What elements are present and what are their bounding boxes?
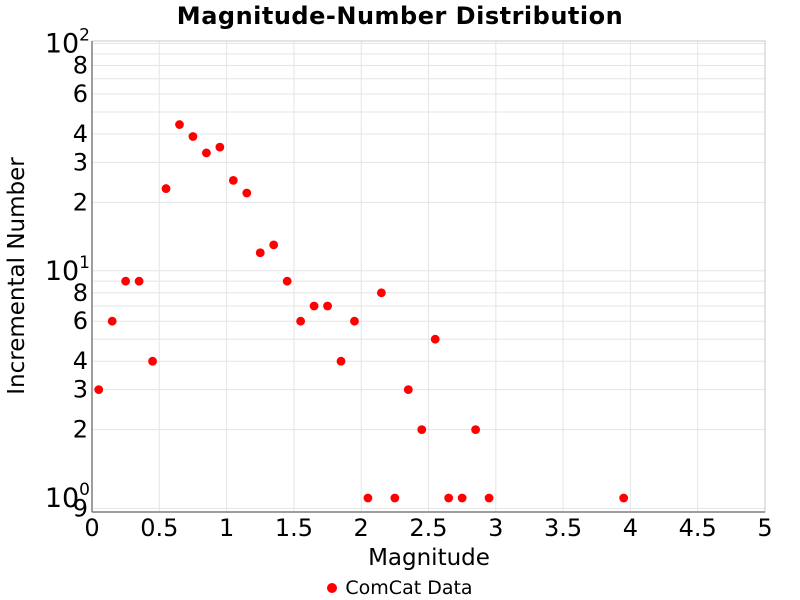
data-point[interactable]: [457, 493, 467, 503]
data-point[interactable]: [444, 493, 454, 503]
data-point[interactable]: [619, 493, 629, 503]
y-tick-label: 6: [73, 80, 88, 108]
x-tick-label: 0: [84, 514, 99, 542]
data-point[interactable]: [94, 385, 104, 395]
y-tick-label: 2: [73, 188, 88, 216]
legend-marker-icon: [327, 583, 338, 593]
y-tick-label: 3: [73, 148, 88, 176]
chart-title: Magnitude-Number Distribution: [176, 2, 624, 30]
data-point[interactable]: [376, 288, 386, 298]
data-point[interactable]: [228, 175, 238, 185]
data-point[interactable]: [309, 301, 319, 311]
data-point[interactable]: [161, 184, 171, 193]
data-point[interactable]: [282, 276, 292, 286]
y-tick-label: 8: [73, 52, 88, 80]
x-tick-label: 2: [354, 514, 369, 542]
data-point[interactable]: [390, 493, 400, 503]
x-tick-label: 0.5: [140, 514, 178, 542]
legend-item-label[interactable]: ComCat Data: [345, 577, 473, 599]
x-tick-label: 2.5: [409, 514, 447, 542]
data-point[interactable]: [202, 148, 211, 158]
x-tick-label: 1.5: [275, 514, 313, 542]
y-tick-label: 8: [73, 279, 88, 307]
data-point[interactable]: [363, 493, 373, 503]
y-major-tick-label: 101: [45, 253, 90, 287]
data-point[interactable]: [107, 316, 117, 326]
data-point[interactable]: [242, 188, 252, 198]
data-point[interactable]: [255, 248, 265, 258]
x-tick-label: 5: [757, 514, 772, 542]
y-tick-label: 2: [73, 416, 88, 444]
data-point[interactable]: [121, 276, 131, 286]
data-point[interactable]: [403, 385, 413, 395]
x-tick-label: 3: [488, 514, 503, 542]
data-point[interactable]: [417, 425, 427, 435]
data-point[interactable]: [134, 276, 144, 286]
y-tick-label: 6: [73, 307, 88, 335]
data-point[interactable]: [484, 493, 494, 503]
data-point[interactable]: [269, 240, 279, 250]
x-tick-label: 4.5: [679, 514, 717, 542]
data-point[interactable]: [430, 334, 440, 344]
legend: ComCat Data: [0, 577, 800, 599]
y-major-tick-label: 100: [45, 480, 90, 514]
y-axis-title: Incremental Number: [4, 157, 30, 395]
data-point[interactable]: [175, 120, 184, 129]
data-point[interactable]: [323, 301, 332, 311]
y-tick-label: 9: [73, 494, 88, 522]
y-tick-label: 3: [73, 376, 88, 404]
data-point[interactable]: [350, 316, 359, 326]
data-point[interactable]: [215, 142, 225, 152]
y-tick-label: 4: [73, 120, 88, 148]
x-tick-label: 3.5: [544, 514, 582, 542]
y-major-tick-label: 102: [45, 26, 90, 60]
data-point[interactable]: [336, 356, 346, 366]
x-tick-label: 1: [219, 514, 234, 542]
data-point[interactable]: [296, 316, 306, 326]
x-tick-label: 4: [623, 514, 638, 542]
data-point[interactable]: [471, 425, 481, 435]
x-axis-title: Magnitude: [368, 545, 490, 571]
y-tick-label: 4: [73, 347, 88, 375]
data-point[interactable]: [148, 356, 157, 366]
data-point[interactable]: [188, 132, 198, 141]
